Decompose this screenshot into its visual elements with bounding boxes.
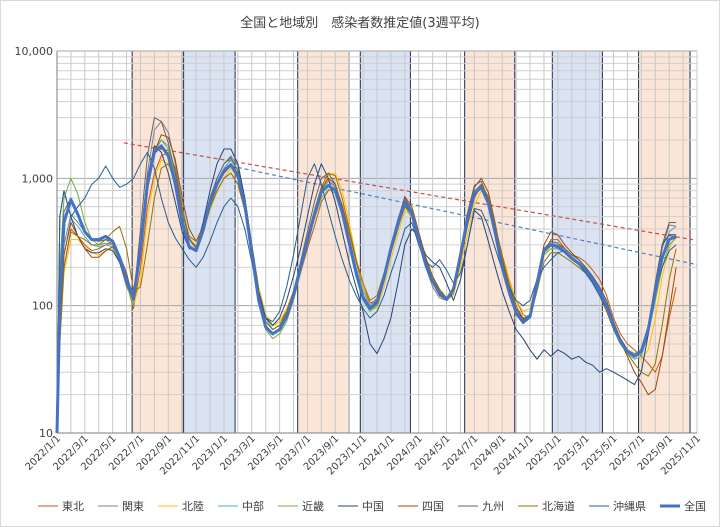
y-tick-label: 10,000 — [15, 45, 54, 58]
legend-item: 沖縄県 — [589, 499, 646, 513]
legend-label: 東北 — [62, 500, 84, 513]
legend-item: 中国 — [338, 500, 384, 513]
chart-title: 全国と地域別 感染者数推定値(3週平均) — [240, 15, 479, 31]
summer-band-7 — [638, 50, 691, 434]
legend-label: 近畿 — [302, 499, 324, 513]
winter-peak-trend — [230, 165, 698, 266]
legend-label: 北海道 — [542, 499, 575, 513]
legend-item: 全国 — [660, 499, 706, 513]
gridlines — [56, 50, 698, 434]
legend-item: 中部 — [218, 499, 264, 513]
y-tick-label: 1,000 — [22, 172, 54, 185]
series-line-9 — [56, 163, 677, 434]
legend-item: 東北 — [38, 500, 84, 513]
legend: 東北 関東 北陸 中部 近畿 中国 四国 九州 北海道 沖縄県 全国 — [38, 499, 706, 513]
legend-label: 中国 — [362, 500, 384, 513]
legend-label: 北陸 — [182, 500, 204, 513]
y-tick-label: 10 — [39, 427, 53, 440]
legend-item: 北陸 — [158, 500, 204, 513]
winter-band-4 — [359, 50, 411, 434]
legend-label: 全国 — [684, 499, 706, 513]
legend-item: 関東 — [98, 500, 144, 513]
y-tick-label: 100 — [32, 300, 53, 313]
summer-band-5 — [464, 50, 516, 434]
legend-item: 近畿 — [278, 499, 324, 513]
legend-item: 北海道 — [518, 499, 575, 513]
series-lines — [55, 117, 677, 434]
summer-peak-trend — [123, 142, 693, 241]
series-line-6 — [56, 145, 677, 434]
y-axis: 10 100 1,000 10,000 — [15, 45, 54, 440]
legend-item: 四国 — [398, 500, 444, 513]
legend-label: 関東 — [122, 500, 144, 513]
legend-label: 九州 — [482, 500, 504, 513]
series-line-11 — [55, 144, 677, 434]
legend-label: 中部 — [242, 499, 264, 513]
legend-label: 四国 — [422, 500, 444, 513]
legend-label: 沖縄県 — [613, 499, 646, 513]
trend-lines — [123, 142, 698, 266]
legend-item: 九州 — [458, 500, 504, 513]
